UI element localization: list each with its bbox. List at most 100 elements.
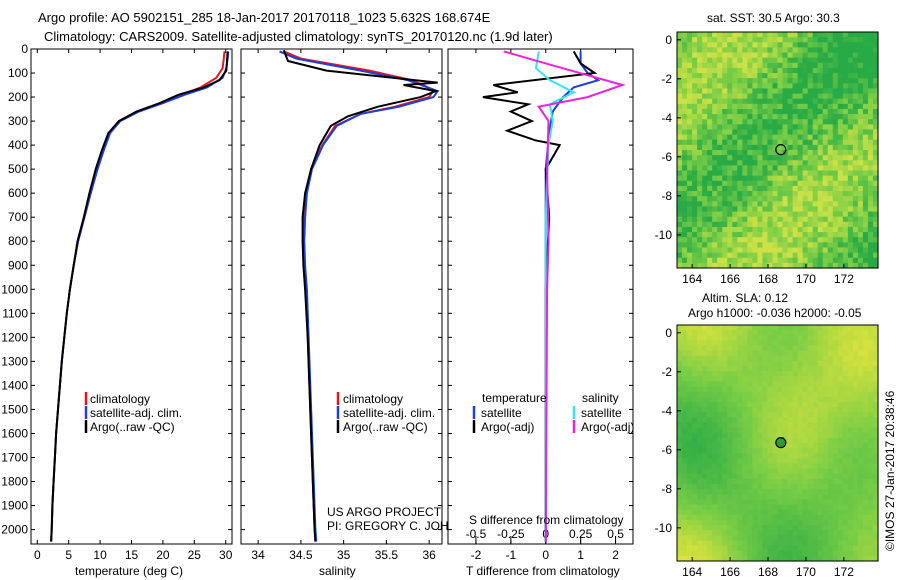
heatmap-cell (782, 535, 789, 542)
heatmap-cell (822, 237, 829, 243)
heatmap-cell (717, 391, 723, 398)
heatmap-cell (682, 108, 688, 115)
heatmap-cell (697, 412, 703, 418)
heatmap-cell (682, 499, 688, 506)
heatmap-cell (852, 262, 859, 269)
heatmap-cell (822, 448, 829, 454)
heatmap-cell (687, 350, 693, 357)
heatmap-cell (682, 103, 688, 110)
heatmap-cell (852, 150, 859, 156)
heatmap-cell (697, 391, 703, 398)
heatmap-cell (797, 335, 804, 341)
heatmap-cell (722, 93, 728, 100)
heatmap-cell (827, 545, 834, 552)
heatmap-cell (777, 535, 784, 542)
heatmap-cell (832, 216, 839, 223)
heatmap-cell (727, 396, 733, 403)
heatmap-cell (752, 530, 759, 536)
heatmap-cell (867, 206, 874, 213)
heatmap-cell (807, 237, 814, 243)
heatmap-cell (682, 540, 688, 547)
heatmap-cell (787, 458, 794, 465)
heatmap-cell (712, 252, 718, 259)
heatmap-cell (812, 165, 819, 172)
heatmap-cell (752, 427, 759, 434)
heatmap-cell (772, 376, 779, 383)
heatmap-cell (812, 124, 819, 131)
heatmap-cell (727, 165, 733, 172)
heatmap-cell (847, 386, 854, 393)
heatmap-cell (857, 88, 864, 95)
heatmap-cell (687, 555, 693, 562)
heatmap-cell (677, 67, 683, 74)
heatmap-cell (852, 257, 859, 264)
heatmap-cell (802, 484, 809, 490)
heatmap-cell (817, 201, 824, 208)
heatmap-cell (822, 391, 829, 398)
heatmap-cell (872, 221, 879, 228)
heatmap-cell (727, 67, 733, 74)
heatmap-cell (822, 88, 829, 95)
heatmap-cell (812, 458, 819, 465)
heatmap-cell (772, 62, 779, 69)
heatmap-cell (697, 201, 703, 208)
heatmap-cell (677, 226, 683, 233)
heatmap-cell (792, 330, 799, 336)
heatmap-cell (872, 540, 879, 547)
heatmap-cell (872, 114, 879, 120)
heatmap-cell (857, 73, 864, 79)
heatmap-cell (847, 443, 854, 449)
heatmap-cell (827, 185, 834, 192)
heatmap-cell (717, 345, 723, 352)
heatmap-cell (847, 201, 854, 208)
heatmap-cell (757, 103, 764, 110)
heatmap-cell (842, 443, 849, 449)
heatmap-cell (732, 129, 738, 136)
heatmap-cell (722, 391, 728, 398)
heatmap-cell (747, 93, 753, 100)
heatmap-cell (822, 37, 829, 43)
heatmap-cell (827, 535, 834, 542)
heatmap-cell (827, 124, 834, 131)
heatmap-cell (797, 185, 804, 192)
heatmap-cell (832, 191, 839, 197)
heatmap-cell (857, 484, 864, 490)
heatmap-cell (717, 47, 723, 54)
heatmap-cell (857, 175, 864, 182)
heatmap-cell (787, 139, 794, 146)
heatmap-cell (697, 206, 703, 213)
heatmap-cell (682, 129, 688, 136)
heatmap-cell (712, 83, 718, 90)
heatmap-cell (697, 139, 703, 146)
heatmap-cell (832, 211, 839, 218)
heatmap-cell (827, 396, 834, 403)
heatmap-cell (687, 519, 693, 526)
heatmap-cell (847, 478, 854, 485)
heatmap-cell (847, 67, 854, 74)
heatmap-cell (752, 550, 759, 557)
heatmap-cell (722, 206, 728, 213)
heatmap-cell (732, 417, 738, 424)
heatmap-cell (747, 525, 753, 531)
heatmap-cell (857, 494, 864, 501)
heatmap-cell (802, 67, 809, 74)
heatmap-cell (827, 340, 834, 347)
heatmap-cell (742, 468, 748, 475)
heatmap-cell (842, 180, 849, 187)
heatmap-cell (777, 396, 784, 403)
heatmap-cell (757, 463, 764, 470)
heatmap-cell (847, 221, 854, 228)
heatmap-cell (747, 360, 753, 367)
heatmap-cell (687, 340, 693, 347)
heatmap-cell (752, 185, 759, 192)
heatmap-cell (682, 478, 688, 485)
heatmap-cell (867, 453, 874, 459)
heatmap-cell (802, 360, 809, 367)
heatmap-cell (747, 226, 753, 233)
heatmap-cell (692, 114, 698, 120)
heatmap-cell (822, 221, 829, 228)
heatmap-cell (872, 211, 879, 218)
heatmap-cell (862, 216, 869, 223)
heatmap-cell (742, 119, 748, 125)
heatmap-cell (802, 366, 809, 372)
